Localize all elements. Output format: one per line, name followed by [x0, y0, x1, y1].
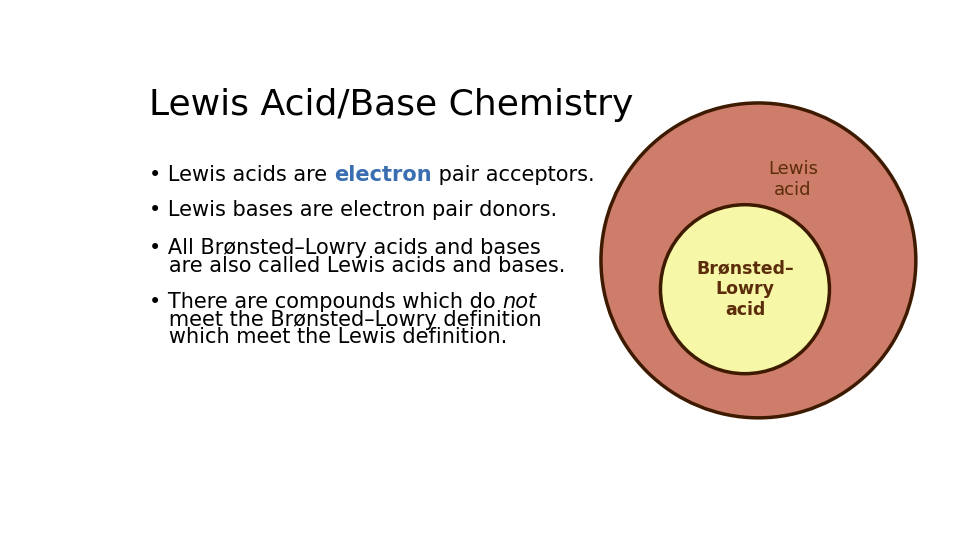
Circle shape: [601, 103, 916, 418]
Text: electron: electron: [334, 165, 432, 185]
Circle shape: [660, 205, 829, 374]
Text: which meet the Lewis definition.: which meet the Lewis definition.: [150, 327, 508, 347]
Text: Lewis
acid: Lewis acid: [768, 160, 818, 199]
Text: Lewis Acid/Base Chemistry: Lewis Acid/Base Chemistry: [150, 88, 634, 122]
Text: • Lewis bases are electron pair donors.: • Lewis bases are electron pair donors.: [150, 200, 558, 220]
Text: Brønsted–
Lowry
acid: Brønsted– Lowry acid: [696, 259, 794, 319]
Text: • There are compounds which do: • There are compounds which do: [150, 292, 503, 312]
Text: pair acceptors.: pair acceptors.: [432, 165, 594, 185]
Text: not: not: [503, 292, 537, 312]
Text: • Lewis acids are: • Lewis acids are: [150, 165, 334, 185]
Text: • All Brønsted–Lowry acids and bases: • All Brønsted–Lowry acids and bases: [150, 238, 541, 258]
Text: are also called Lewis acids and bases.: are also called Lewis acids and bases.: [150, 256, 565, 276]
Text: meet the Brønsted–Lowry definition: meet the Brønsted–Lowry definition: [150, 309, 542, 329]
